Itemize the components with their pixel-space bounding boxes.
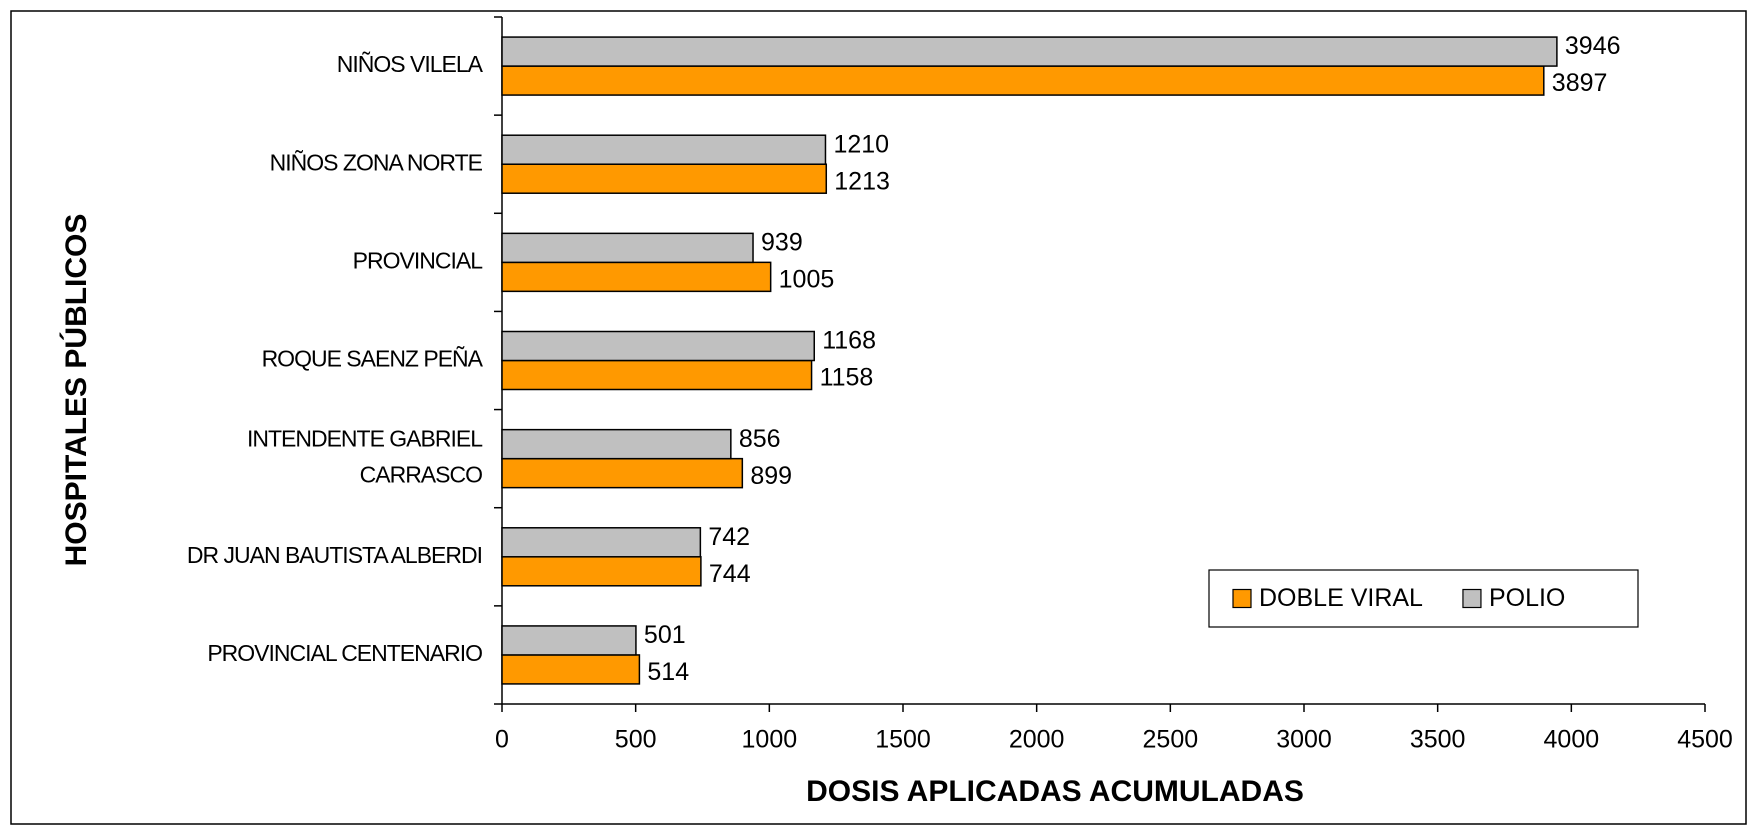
y-tick-label: NIÑOS ZONA NORTE	[270, 149, 483, 175]
x-tick-label: 4000	[1544, 726, 1600, 754]
data-label: 501	[644, 621, 686, 649]
legend-swatch	[1232, 588, 1252, 609]
legend-swatch	[1462, 588, 1482, 609]
bar	[501, 163, 828, 194]
data-label: 939	[761, 228, 803, 256]
x-tick-label: 1000	[742, 726, 798, 754]
y-tick-label: ROQUE SAENZ PEÑA	[262, 346, 484, 372]
legend-label: POLIO	[1489, 584, 1565, 612]
data-label: 3897	[1552, 69, 1608, 97]
y-tick-label: CARRASCO	[360, 462, 482, 488]
bar	[501, 527, 702, 558]
bar	[501, 457, 744, 489]
bar	[501, 556, 702, 587]
bar	[501, 428, 732, 460]
x-tick-label: 0	[495, 726, 509, 754]
chart-border	[10, 10, 1747, 825]
data-label: 1210	[833, 130, 889, 158]
bar	[501, 625, 637, 656]
x-tick-label: 1500	[875, 726, 931, 754]
bar	[501, 232, 754, 264]
x-tick-label: 3000	[1276, 726, 1332, 754]
y-tick-label: NIÑOS VILELA	[337, 51, 484, 77]
data-label: 856	[739, 425, 781, 453]
x-tick-label: 2000	[1009, 726, 1065, 754]
bar	[501, 330, 815, 362]
y-tick-label: DR JUAN BAUTISTA ALBERDI	[187, 542, 482, 568]
bar	[501, 65, 1545, 96]
y-axis-title: HOSPITALES PÚBLICOS	[59, 214, 93, 567]
x-tick-label: 4500	[1677, 726, 1733, 754]
bar	[501, 36, 1558, 67]
x-tick-label: 3500	[1410, 726, 1466, 754]
data-label: 899	[750, 462, 792, 490]
data-label: 3946	[1565, 32, 1621, 60]
data-label: 1168	[822, 327, 876, 355]
bar	[501, 134, 827, 165]
y-tick-label: PROVINCIAL CENTENARIO	[207, 640, 482, 666]
y-tick-label: INTENDENTE GABRIEL	[247, 426, 483, 452]
data-label: 514	[647, 658, 689, 686]
data-label: 1158	[820, 364, 874, 392]
data-label: 742	[708, 523, 750, 551]
x-tick-label: 500	[615, 726, 657, 754]
bar	[501, 359, 813, 391]
data-label: 744	[709, 560, 751, 588]
bar	[501, 261, 772, 293]
legend-box	[1208, 569, 1639, 628]
legend-label: DOBLE VIRAL	[1259, 584, 1423, 612]
bar	[501, 654, 641, 685]
x-axis-title: DOSIS APLICADAS ACUMULADAS	[806, 775, 1304, 808]
y-tick-label: PROVINCIAL	[353, 247, 484, 273]
data-label: 1213	[834, 167, 890, 195]
x-tick-label: 2500	[1143, 726, 1199, 754]
data-label: 1005	[779, 265, 835, 293]
